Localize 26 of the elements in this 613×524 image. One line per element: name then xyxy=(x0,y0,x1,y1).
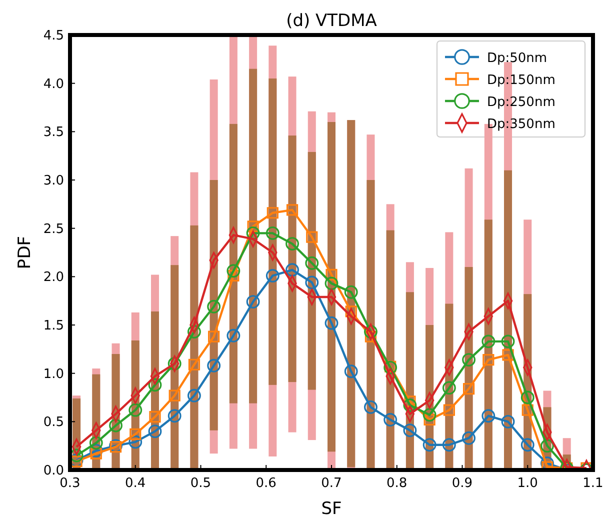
x-tick-label: 0.5 xyxy=(190,476,212,491)
y-tick-label: 3.5 xyxy=(43,125,64,140)
y-tick-label: 2.5 xyxy=(43,222,64,237)
x-axis-title: SF xyxy=(321,499,342,519)
y-tick-label: 0.5 xyxy=(43,415,64,430)
x-tick-label: 0.9 xyxy=(452,476,473,491)
y-tick-label: 2.0 xyxy=(43,270,64,286)
y-tick-label: 3.0 xyxy=(43,174,64,188)
x-tick-label: 1.1 xyxy=(582,476,604,491)
x-tick-label: 0.4 xyxy=(125,476,146,491)
legend-label: Dp:350nm xyxy=(487,117,556,132)
x-tick-label: 0.7 xyxy=(321,476,342,491)
x-tick-label: 1.0 xyxy=(517,476,538,491)
x-tick-label: 0.8 xyxy=(386,476,408,491)
y-tick-label: 4.5 xyxy=(43,28,64,44)
chart-title: (d) VTDMA xyxy=(286,11,378,31)
y-tick-label: 4.0 xyxy=(43,76,64,92)
x-tick-label: 0.3 xyxy=(60,476,80,491)
y-tick-label: 1.5 xyxy=(43,318,64,334)
y-tick-label: 0.0 xyxy=(43,464,64,478)
legend-label: Dp:150nm xyxy=(487,73,556,88)
legend-label: Dp:50nm xyxy=(487,51,548,66)
y-tick-label: 1.0 xyxy=(43,366,64,382)
x-tick-label: 0.6 xyxy=(256,476,276,491)
legend-label: Dp:250nm xyxy=(487,95,556,110)
y-axis-title: PDF xyxy=(15,236,35,270)
